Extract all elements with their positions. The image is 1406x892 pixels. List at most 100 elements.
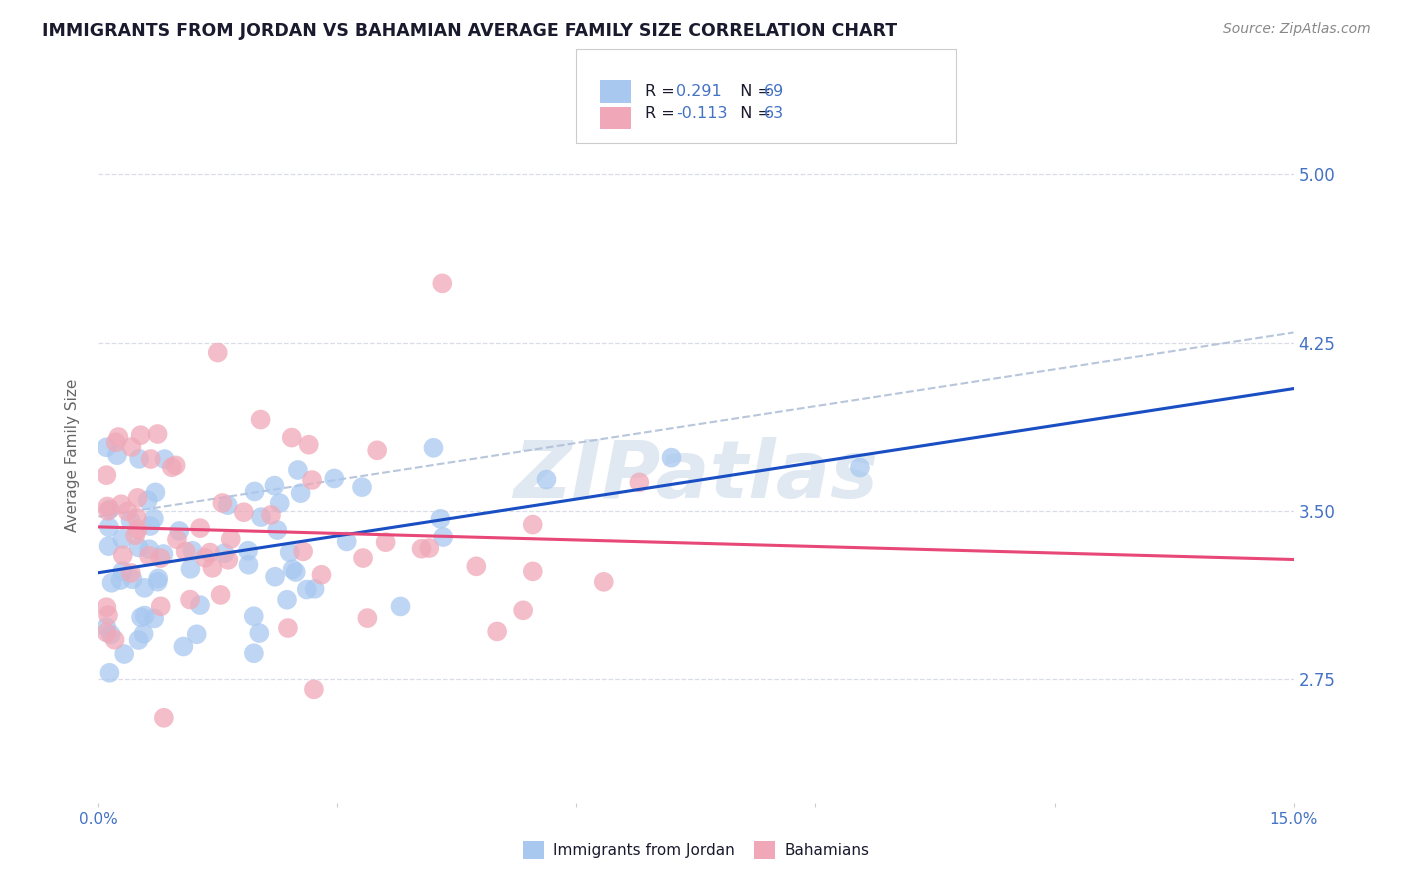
Point bbox=[209, 588, 232, 602]
Point bbox=[849, 460, 872, 475]
Point bbox=[172, 640, 194, 654]
Point bbox=[264, 570, 287, 584]
Point bbox=[97, 608, 120, 623]
Point bbox=[201, 561, 224, 575]
Point bbox=[194, 550, 217, 565]
Point bbox=[188, 598, 211, 612]
Point bbox=[96, 500, 118, 514]
Point bbox=[104, 632, 127, 647]
Point bbox=[217, 498, 239, 512]
Point bbox=[277, 621, 299, 635]
Point bbox=[350, 480, 373, 494]
Point bbox=[260, 508, 283, 522]
Point bbox=[129, 428, 152, 442]
Point bbox=[138, 549, 160, 563]
Point bbox=[143, 611, 166, 625]
Point bbox=[278, 545, 301, 559]
Text: R =: R = bbox=[645, 106, 681, 120]
Point bbox=[96, 620, 118, 634]
Point bbox=[186, 627, 208, 641]
Point bbox=[96, 440, 118, 454]
Point bbox=[142, 511, 165, 525]
Point bbox=[128, 451, 150, 466]
Point bbox=[128, 541, 150, 555]
Point bbox=[134, 608, 156, 623]
Text: IMMIGRANTS FROM JORDAN VS BAHAMIAN AVERAGE FAMILY SIZE CORRELATION CHART: IMMIGRANTS FROM JORDAN VS BAHAMIAN AVERA… bbox=[42, 22, 897, 40]
Y-axis label: Average Family Size: Average Family Size bbox=[65, 378, 80, 532]
Point bbox=[628, 475, 651, 490]
Point bbox=[97, 539, 120, 553]
Point bbox=[281, 431, 304, 445]
Point bbox=[411, 541, 433, 556]
Point bbox=[153, 452, 176, 467]
Point bbox=[121, 572, 143, 586]
Point bbox=[374, 535, 396, 549]
Point bbox=[219, 532, 242, 546]
Point bbox=[486, 624, 509, 639]
Point bbox=[242, 609, 264, 624]
Point bbox=[250, 510, 273, 524]
Point bbox=[266, 523, 288, 537]
Point bbox=[104, 435, 127, 450]
Point bbox=[301, 473, 323, 487]
Point bbox=[146, 427, 169, 442]
Point bbox=[661, 450, 683, 465]
Point bbox=[120, 514, 142, 528]
Point bbox=[356, 611, 378, 625]
Point bbox=[465, 559, 488, 574]
Point bbox=[292, 544, 315, 558]
Point bbox=[149, 599, 172, 614]
Point bbox=[100, 575, 122, 590]
Point bbox=[160, 460, 183, 475]
Point bbox=[298, 438, 321, 452]
Point bbox=[174, 544, 197, 558]
Point bbox=[139, 519, 162, 533]
Point bbox=[232, 505, 254, 519]
Point bbox=[129, 610, 152, 624]
Point bbox=[263, 478, 285, 492]
Point bbox=[100, 627, 122, 641]
Point bbox=[110, 497, 132, 511]
Legend: Immigrants from Jordan, Bahamians: Immigrants from Jordan, Bahamians bbox=[517, 835, 875, 864]
Point bbox=[127, 491, 149, 505]
Point bbox=[121, 440, 143, 454]
Point bbox=[243, 646, 266, 660]
Point bbox=[96, 600, 118, 615]
Point bbox=[211, 496, 233, 510]
Point bbox=[422, 441, 444, 455]
Point bbox=[238, 558, 260, 572]
Point bbox=[512, 603, 534, 617]
Point bbox=[214, 546, 236, 560]
Point bbox=[107, 430, 129, 444]
Point bbox=[148, 571, 170, 585]
Point bbox=[243, 484, 266, 499]
Text: N =: N = bbox=[730, 106, 776, 120]
Point bbox=[336, 534, 359, 549]
Text: ZIPatlas: ZIPatlas bbox=[513, 437, 879, 515]
Point bbox=[127, 522, 149, 536]
Point bbox=[132, 626, 155, 640]
Point bbox=[311, 567, 333, 582]
Point bbox=[153, 711, 176, 725]
Point bbox=[96, 625, 118, 640]
Point bbox=[111, 532, 134, 546]
Point bbox=[418, 541, 440, 555]
Point bbox=[592, 574, 614, 589]
Point bbox=[536, 473, 558, 487]
Point bbox=[117, 504, 139, 518]
Point bbox=[217, 553, 239, 567]
Point bbox=[389, 599, 412, 614]
Point bbox=[304, 582, 326, 596]
Point bbox=[188, 521, 211, 535]
Point bbox=[134, 581, 156, 595]
Point bbox=[287, 463, 309, 477]
Text: R =: R = bbox=[645, 84, 681, 99]
Point bbox=[145, 485, 167, 500]
Point bbox=[429, 512, 451, 526]
Point bbox=[165, 458, 187, 473]
Point bbox=[198, 545, 221, 559]
Point bbox=[112, 647, 135, 661]
Point bbox=[207, 345, 229, 359]
Text: 63: 63 bbox=[763, 106, 783, 120]
Point bbox=[97, 520, 120, 534]
